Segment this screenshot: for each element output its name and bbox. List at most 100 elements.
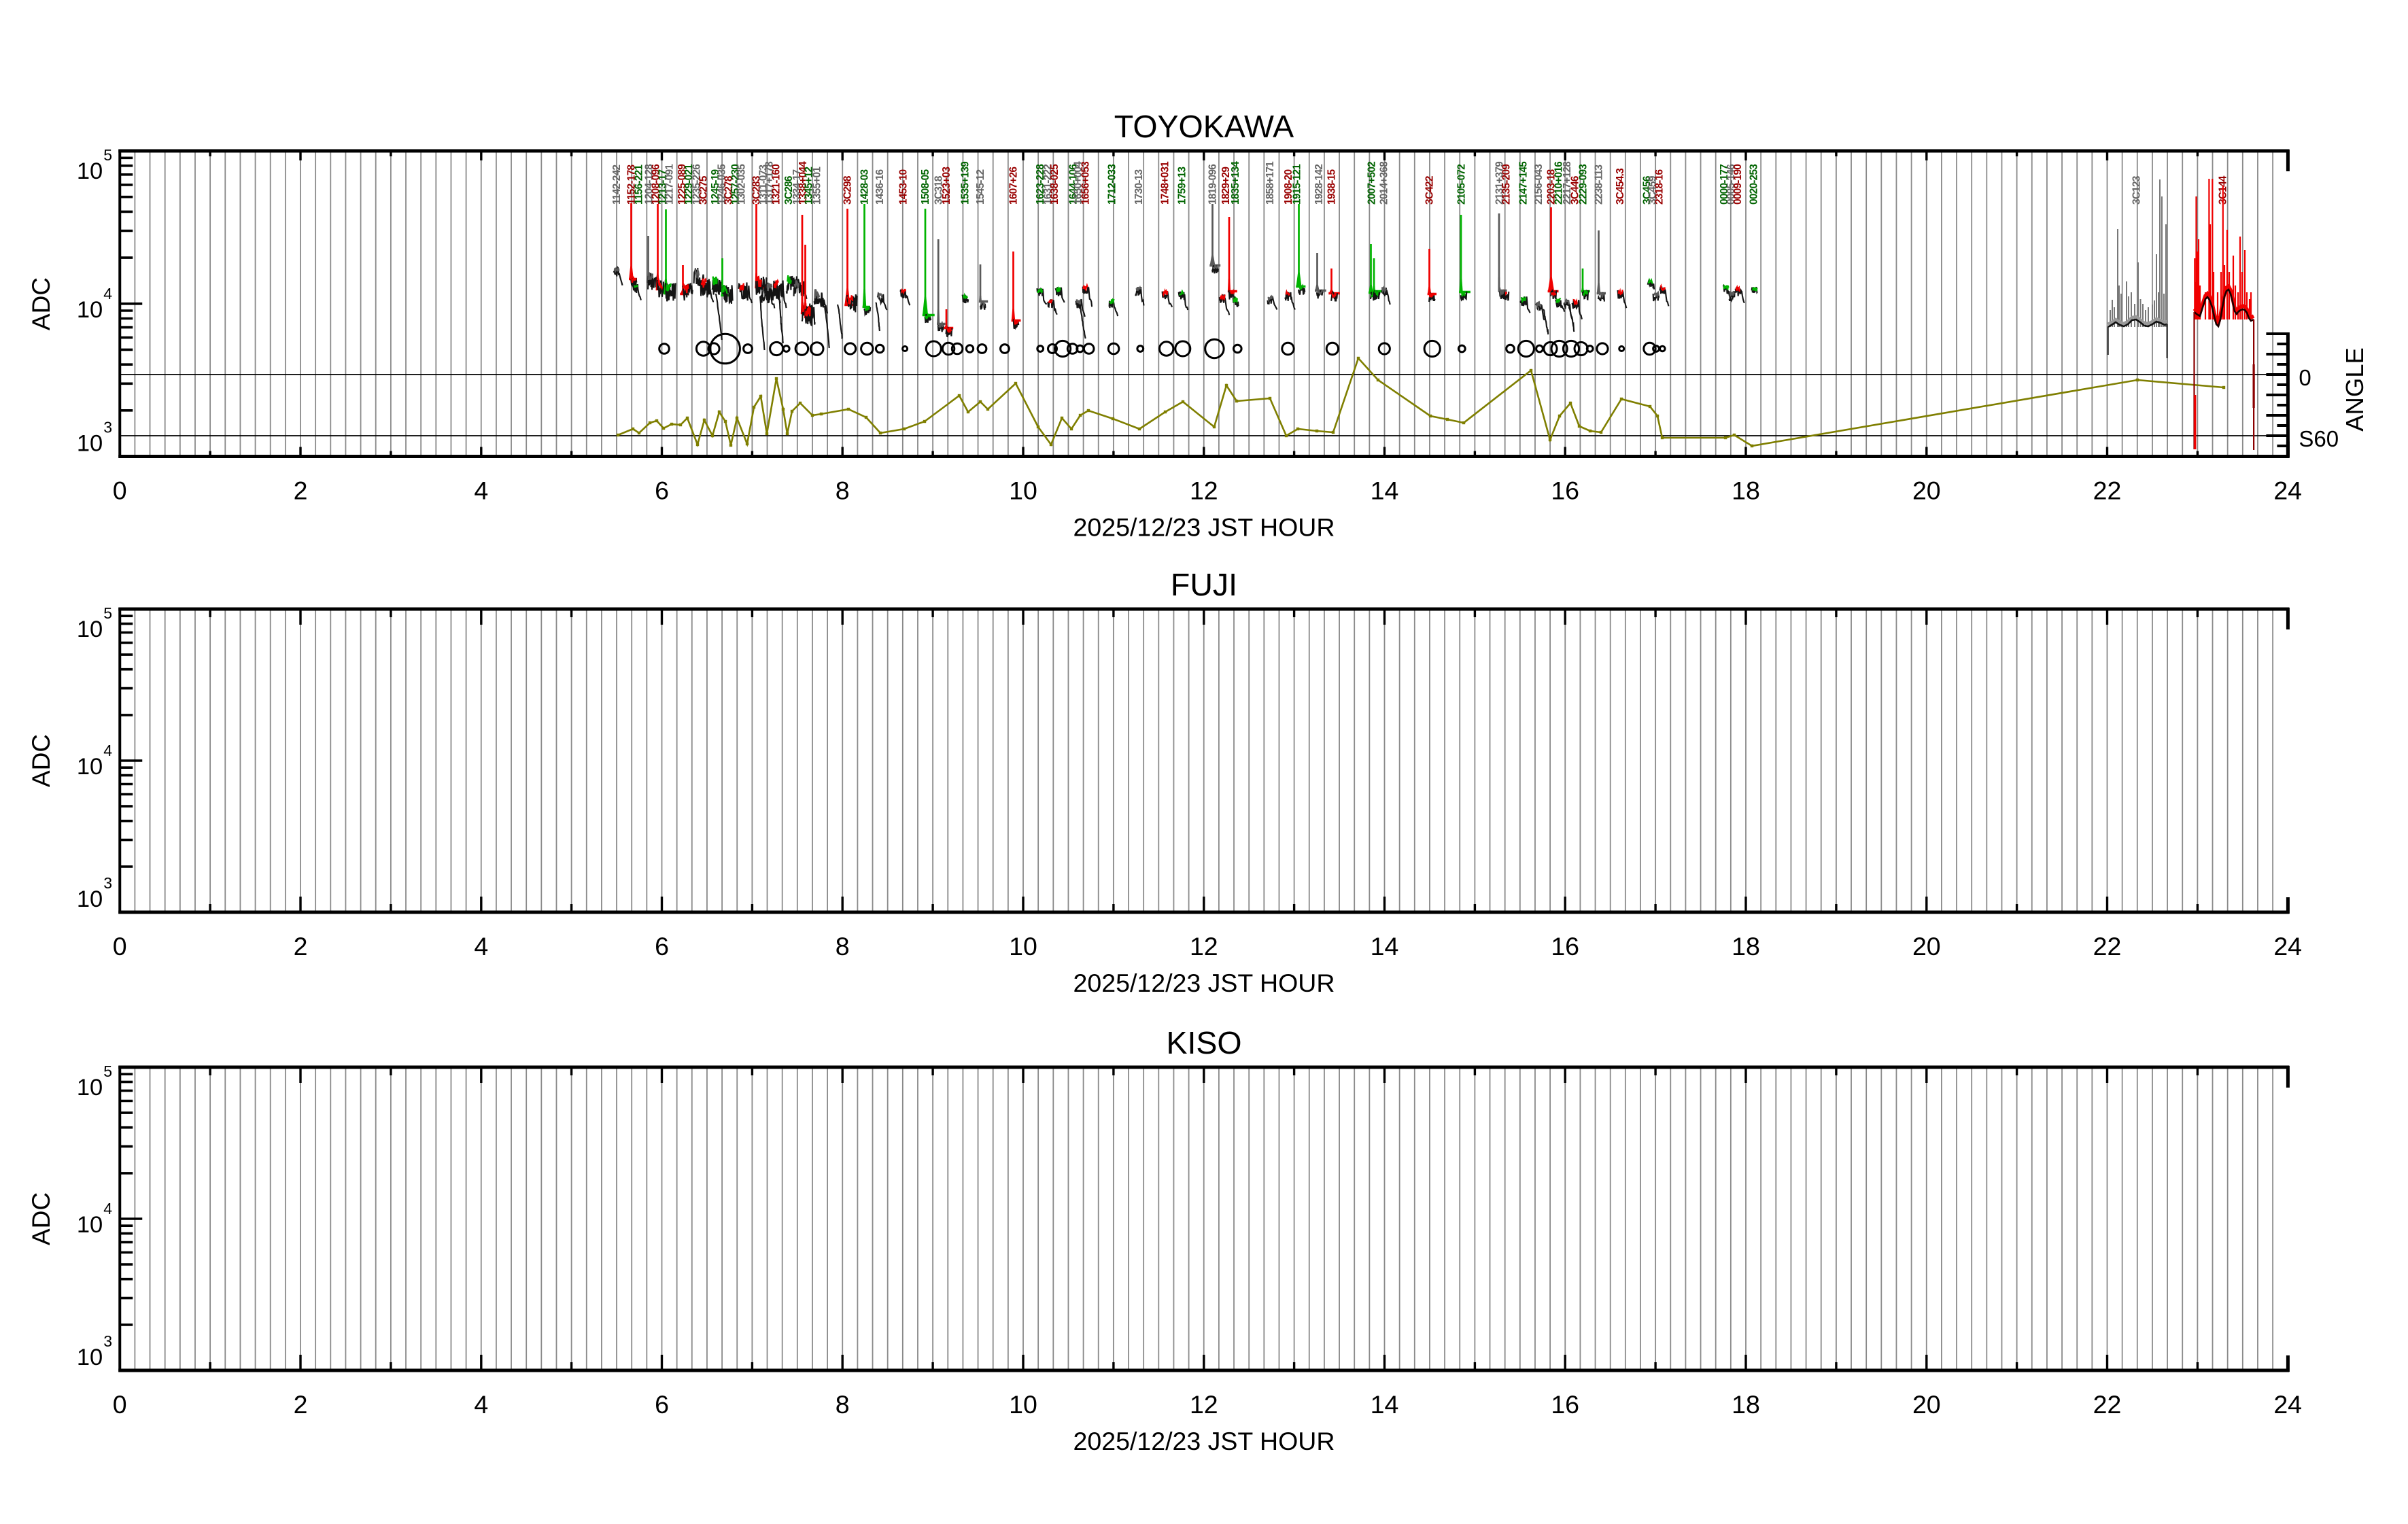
svg-text:1142-242: 1142-242: [611, 165, 623, 205]
svg-text:10: 10: [1009, 477, 1037, 505]
svg-text:0: 0: [2299, 365, 2311, 390]
svg-text:3C454.3: 3C454.3: [1615, 168, 1626, 205]
svg-text:2229-093: 2229-093: [1577, 164, 1589, 205]
svg-text:1246-035: 1246-035: [716, 164, 727, 205]
svg-text:10: 10: [77, 431, 103, 457]
svg-text:1245-19: 1245-19: [710, 169, 721, 205]
svg-text:1938-15: 1938-15: [1326, 169, 1337, 205]
svg-text:24: 24: [2273, 1390, 2302, 1419]
svg-text:3C123: 3C123: [2131, 175, 2143, 205]
svg-text:1656+053: 1656+053: [1080, 161, 1091, 205]
svg-text:6: 6: [655, 477, 669, 505]
svg-text:3C298: 3C298: [842, 175, 854, 205]
svg-text:18: 18: [1732, 477, 1760, 505]
svg-text:1730-13: 1730-13: [1133, 169, 1145, 205]
svg-text:2: 2: [294, 477, 308, 505]
svg-text:2025/12/23 JST HOUR: 2025/12/23 JST HOUR: [1073, 969, 1335, 997]
svg-text:12: 12: [1190, 1390, 1218, 1419]
svg-text:3: 3: [103, 874, 112, 892]
svg-text:1302-035: 1302-035: [736, 164, 748, 205]
svg-text:0020-253: 0020-253: [1749, 164, 1760, 205]
svg-text:1355+01: 1355+01: [811, 167, 823, 205]
svg-text:16: 16: [1551, 477, 1579, 505]
svg-text:2105-072: 2105-072: [1456, 164, 1467, 205]
svg-text:1345+12: 1345+12: [803, 167, 814, 205]
svg-text:KISO: KISO: [1166, 1025, 1241, 1060]
svg-text:2203-18: 2203-18: [1546, 169, 1558, 205]
svg-text:10: 10: [77, 1345, 103, 1370]
svg-text:1321-160: 1321-160: [771, 164, 782, 205]
svg-text:20: 20: [1912, 477, 1941, 505]
svg-text:10: 10: [77, 297, 103, 323]
svg-text:ADC: ADC: [27, 1192, 55, 1245]
svg-text:FUJI: FUJI: [1171, 567, 1237, 602]
svg-text:0: 0: [113, 932, 127, 960]
svg-text:TOYOKAWA: TOYOKAWA: [1114, 109, 1294, 144]
svg-text:8: 8: [836, 932, 850, 960]
svg-text:10: 10: [77, 617, 103, 642]
svg-text:10: 10: [1009, 1390, 1037, 1419]
svg-text:2014+368: 2014+368: [1379, 161, 1390, 205]
svg-text:0005-146: 0005-146: [1725, 164, 1737, 205]
svg-text:1928-142: 1928-142: [1313, 164, 1325, 205]
svg-text:14: 14: [1371, 477, 1399, 505]
svg-text:8: 8: [836, 477, 850, 505]
svg-text:1835+134: 1835+134: [1230, 161, 1241, 205]
svg-text:16: 16: [1551, 932, 1579, 960]
svg-text:10: 10: [77, 1075, 103, 1101]
svg-text:12: 12: [1190, 477, 1218, 505]
svg-text:5: 5: [103, 146, 112, 164]
svg-text:3C422: 3C422: [1424, 176, 1436, 205]
svg-text:10: 10: [77, 158, 103, 184]
svg-text:1338+044: 1338+044: [797, 161, 809, 205]
svg-text:2025/12/23 JST HOUR: 2025/12/23 JST HOUR: [1073, 513, 1335, 542]
svg-text:1204-128: 1204-128: [643, 164, 655, 205]
svg-text:1311-073: 1311-073: [758, 164, 770, 205]
svg-text:2147+145: 2147+145: [1518, 161, 1530, 205]
svg-text:1156-221: 1156-221: [633, 164, 644, 205]
svg-text:1623-228: 1623-228: [1035, 164, 1046, 205]
svg-text:5: 5: [103, 604, 112, 622]
svg-text:10: 10: [77, 754, 103, 780]
svg-text:1858+171: 1858+171: [1265, 161, 1276, 205]
svg-text:2025/12/23 JST HOUR: 2025/12/23 JST HOUR: [1073, 1427, 1335, 1455]
svg-text:2238-113: 2238-113: [1594, 164, 1605, 205]
svg-text:1819-096: 1819-096: [1207, 164, 1219, 205]
svg-text:1908-20: 1908-20: [1283, 170, 1294, 205]
svg-text:3C286: 3C286: [783, 175, 795, 205]
svg-text:2: 2: [294, 1390, 308, 1419]
svg-text:2217+128: 2217+128: [1562, 161, 1573, 205]
svg-text:18: 18: [1732, 932, 1760, 960]
svg-text:1829+29: 1829+29: [1220, 167, 1232, 205]
svg-text:1235-226: 1235-226: [691, 164, 703, 205]
svg-text:1217-091: 1217-091: [664, 164, 676, 205]
svg-text:2210+016: 2210+016: [1553, 161, 1564, 205]
svg-text:10: 10: [1009, 932, 1037, 960]
svg-text:2: 2: [294, 932, 308, 960]
svg-text:1334-17: 1334-17: [791, 170, 803, 205]
svg-text:1508-05: 1508-05: [920, 169, 931, 205]
svg-text:3C446: 3C446: [1570, 175, 1581, 205]
svg-text:3C283: 3C283: [751, 175, 763, 205]
svg-text:2131+379: 2131+379: [1494, 161, 1505, 205]
svg-text:12: 12: [1190, 932, 1218, 960]
svg-text:1213-17: 1213-17: [657, 170, 669, 205]
svg-text:3C275: 3C275: [698, 175, 710, 205]
svg-text:ADC: ADC: [27, 734, 55, 787]
svg-text:1915-121: 1915-121: [1291, 164, 1303, 205]
svg-text:2135-209: 2135-209: [1500, 164, 1512, 205]
svg-text:1225-089: 1225-089: [676, 164, 688, 205]
svg-text:14: 14: [1371, 932, 1399, 960]
svg-text:1759+13: 1759+13: [1177, 167, 1188, 205]
svg-text:ANGLE: ANGLE: [2341, 347, 2369, 432]
svg-text:10: 10: [77, 1212, 103, 1238]
svg-text:22: 22: [2093, 477, 2122, 505]
svg-text:2318-16: 2318-16: [1654, 169, 1666, 205]
svg-text:3: 3: [103, 419, 112, 436]
svg-text:24: 24: [2273, 477, 2302, 505]
svg-text:1317+178: 1317+178: [764, 161, 776, 205]
svg-text:1453-10: 1453-10: [898, 170, 910, 205]
svg-text:4: 4: [103, 742, 112, 759]
svg-text:1152-178: 1152-178: [626, 164, 638, 205]
svg-text:1257-230: 1257-230: [730, 164, 742, 205]
